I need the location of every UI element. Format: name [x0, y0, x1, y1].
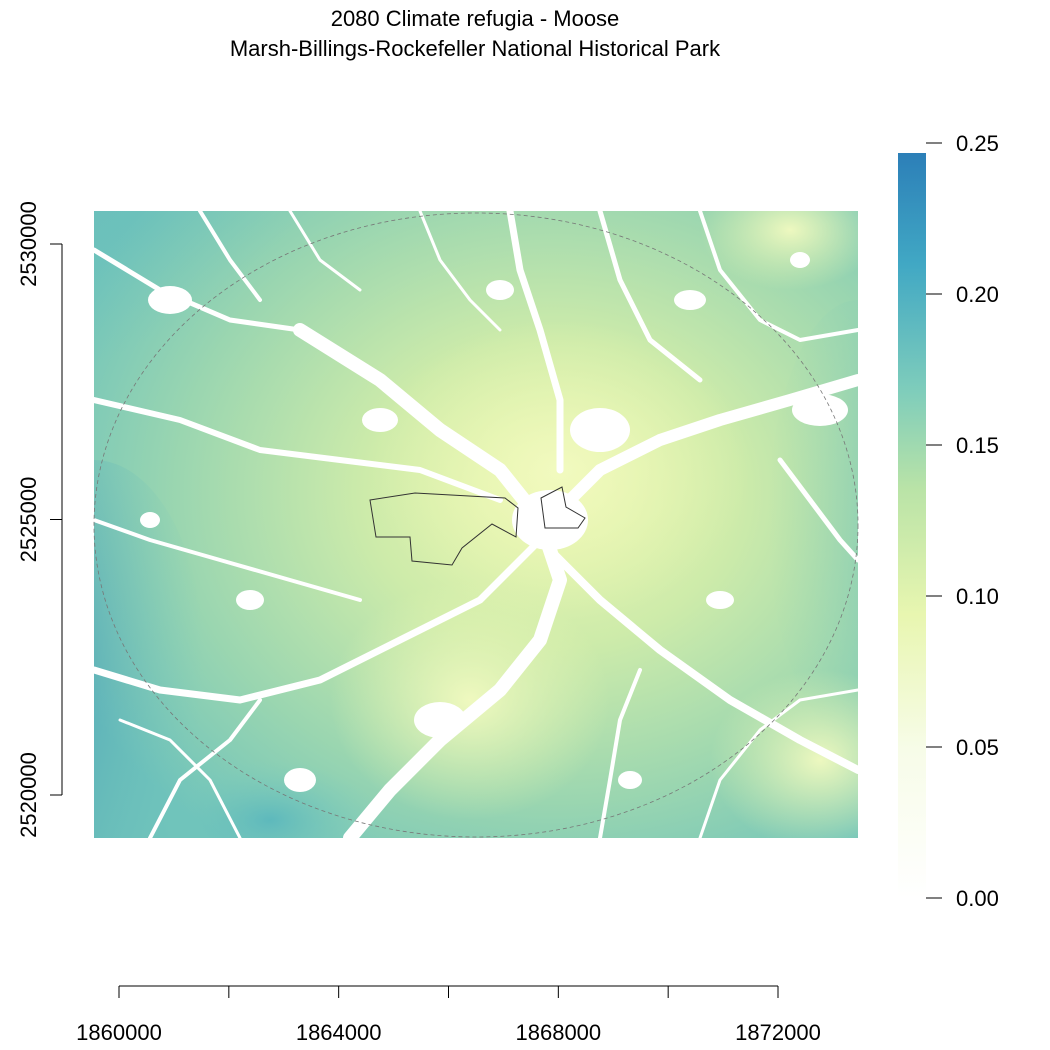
- x-tick-label: 1860000: [76, 1020, 162, 1045]
- legend-label: 0.00: [956, 886, 999, 911]
- legend-label: 0.20: [956, 282, 999, 307]
- buffer-boundary: [93, 212, 859, 838]
- x-tick-label: 1872000: [735, 1020, 821, 1045]
- y-axis: 2520000 2525000 2530000: [16, 201, 63, 838]
- legend-label: 0.05: [956, 735, 999, 760]
- legend-label: 0.10: [956, 584, 999, 609]
- map-title: 2080 Climate refugia - Moose: [330, 6, 620, 31]
- map-subtitle: Marsh-Billings-Rockefeller National Hist…: [229, 36, 721, 61]
- x-tick-label: 1868000: [516, 1020, 602, 1045]
- park-boundary-east: [540, 486, 586, 529]
- y-tick-label: 2525000: [16, 477, 41, 563]
- legend-label: 0.15: [956, 433, 999, 458]
- y-tick-label: 2530000: [16, 201, 41, 287]
- y-tick-label: 2520000: [16, 752, 41, 838]
- x-tick-label: 1864000: [296, 1020, 382, 1045]
- x-axis: 1860000 1864000 1868000 1872000: [76, 985, 821, 1045]
- legend-label: 0.25: [956, 131, 999, 156]
- legend: 0.00 0.05 0.10 0.15 0.20 0.25: [926, 131, 999, 911]
- park-boundary-west: [369, 492, 519, 566]
- legend-color-bar: [898, 153, 926, 898]
- refugia-raster: [94, 211, 858, 838]
